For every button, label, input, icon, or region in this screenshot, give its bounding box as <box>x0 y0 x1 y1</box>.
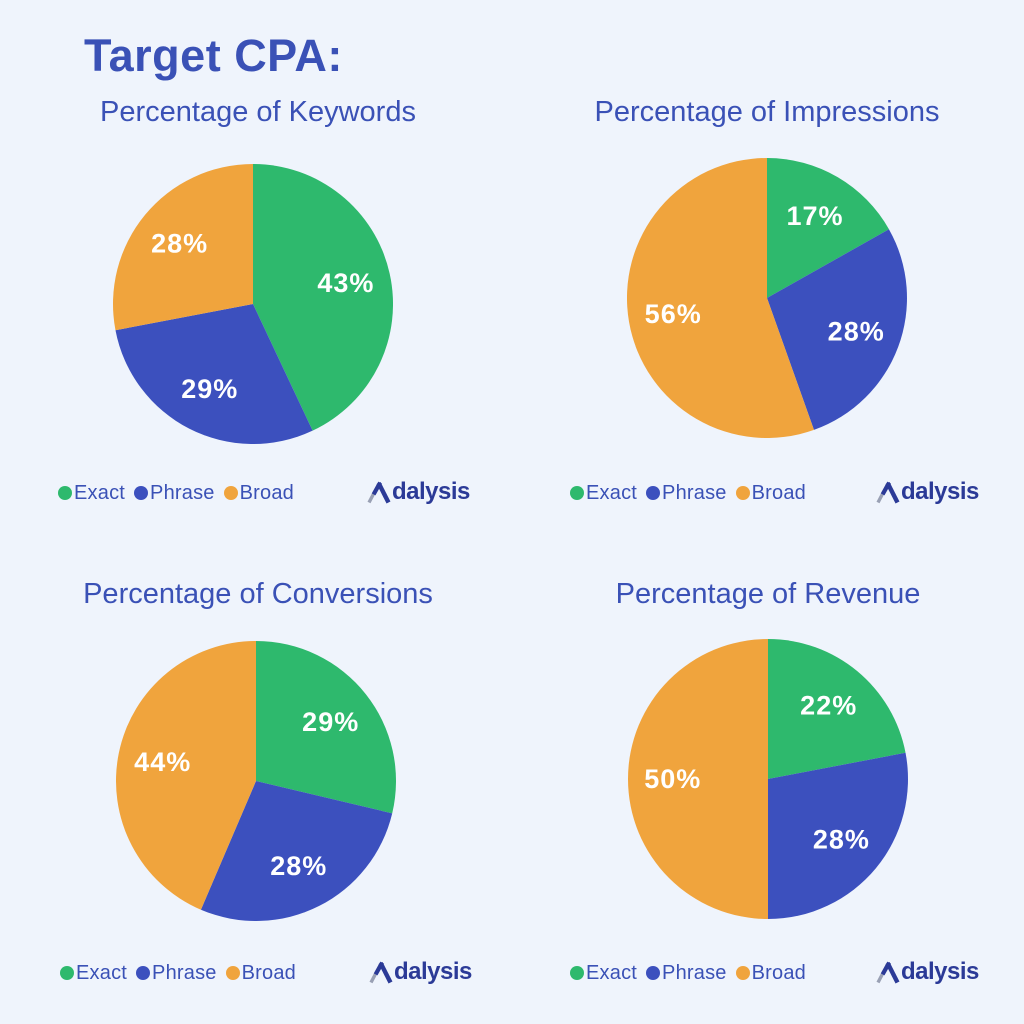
legend-item-label: Broad <box>751 481 806 504</box>
legend-item-label: Exact <box>76 961 128 984</box>
legend-item-phrase: Phrase <box>646 482 727 505</box>
pie-slice-label: 28% <box>813 825 870 855</box>
legend-dot-icon <box>223 486 238 500</box>
pie-slice-label: 56% <box>645 299 702 329</box>
pie-chart-impressions: 17% 28% 56% <box>627 158 907 438</box>
legend-item-broad: Broad <box>735 961 806 985</box>
pie-slice-label: 17% <box>786 201 843 231</box>
pie-slice-label: 29% <box>181 374 238 404</box>
pie-slice-label: 44% <box>134 747 191 777</box>
pie-slice-broad <box>116 641 256 910</box>
legend-item-label: Phrase <box>662 481 727 504</box>
legend-item-phrase: Phrase <box>134 482 215 505</box>
legend-revenue: Exact Phrase Broad <box>570 960 806 986</box>
adalysis-wordmark: dalysis <box>394 958 472 985</box>
legend-item-label: Exact <box>586 961 638 984</box>
pie-chart-keywords: 43% 29% 28% <box>113 164 393 444</box>
legend-item-label: Broad <box>239 481 294 504</box>
adalysis-a-icon <box>876 481 900 504</box>
adalysis-logo: dalysis <box>875 959 979 985</box>
legend-dot-icon <box>570 966 584 980</box>
chart-title-impressions: Percentage of Impressions <box>594 96 940 128</box>
legend-item-exact: Exact <box>570 482 637 505</box>
legend-dot-icon <box>136 966 151 980</box>
legend-dot-icon <box>134 486 149 500</box>
pie-slice-label: 43% <box>317 268 374 298</box>
pie-slice-phrase <box>767 229 907 430</box>
pie-slice-broad <box>628 639 768 919</box>
adalysis-a-icon <box>876 961 900 984</box>
legend-item-label: Broad <box>241 961 296 984</box>
pie-slice-exact <box>768 639 906 779</box>
pie-chart-conversions: 29% 28% 44% <box>116 641 396 921</box>
legend-item-phrase: Phrase <box>136 962 217 985</box>
pie-slice-phrase <box>115 304 313 444</box>
pie-slice-phrase <box>200 781 393 921</box>
legend-item-label: Phrase <box>150 481 215 504</box>
legend-impressions: Exact Phrase Broad <box>570 480 806 506</box>
adalysis-a-icon <box>369 961 393 984</box>
pie-slice-broad <box>113 164 253 331</box>
legend-dot-icon <box>60 966 74 980</box>
pie-slice-broad <box>627 158 814 438</box>
adalysis-logo: dalysis <box>875 479 979 505</box>
page-title: Target CPA: <box>84 30 343 81</box>
chart-title-revenue: Percentage of Revenue <box>615 578 921 610</box>
legend-item-label: Exact <box>74 481 126 504</box>
adalysis-wordmark: dalysis <box>392 478 470 505</box>
legend-item-label: Broad <box>751 961 806 984</box>
pie-slice-exact <box>256 641 396 814</box>
pie-slice-label: 28% <box>270 851 327 881</box>
adalysis-logo: dalysis <box>366 479 470 505</box>
pie-slice-exact <box>253 164 393 431</box>
legend-item-exact: Exact <box>570 962 637 985</box>
adalysis-a-icon <box>367 481 391 504</box>
adalysis-wordmark: dalysis <box>901 478 979 505</box>
legend-item-label: Phrase <box>662 961 727 984</box>
legend-dot-icon <box>735 486 750 500</box>
pie-slice-label: 28% <box>828 316 885 346</box>
legend-item-exact: Exact <box>58 482 125 505</box>
legend-keywords: Exact Phrase Broad <box>58 480 294 506</box>
chart-title-conversions: Percentage of Conversions <box>83 578 433 610</box>
legend-item-broad: Broad <box>225 961 296 985</box>
chart-title-keywords: Percentage of Keywords <box>100 96 416 128</box>
pie-slice-exact <box>767 158 889 298</box>
legend-item-broad: Broad <box>735 481 806 505</box>
pie-slice-label: 29% <box>302 707 359 737</box>
legend-item-label: Phrase <box>152 961 217 984</box>
legend-item-exact: Exact <box>60 962 127 985</box>
pie-chart-revenue: 22% 28% 50% <box>628 639 908 919</box>
pie-slice-label: 22% <box>800 691 857 721</box>
legend-dot-icon <box>646 966 661 980</box>
pie-slice-label: 50% <box>644 764 701 794</box>
legend-dot-icon <box>735 966 750 980</box>
legend-dot-icon <box>570 486 584 500</box>
legend-dot-icon <box>646 486 661 500</box>
legend-dot-icon <box>58 486 72 500</box>
legend-item-label: Exact <box>586 481 638 504</box>
adalysis-wordmark: dalysis <box>901 958 979 985</box>
legend-item-phrase: Phrase <box>646 962 727 985</box>
pie-slice-label: 28% <box>151 228 208 258</box>
adalysis-logo: dalysis <box>368 959 472 985</box>
pie-slice-phrase <box>768 752 908 919</box>
legend-conversions: Exact Phrase Broad <box>60 960 296 986</box>
legend-item-broad: Broad <box>223 481 294 505</box>
legend-dot-icon <box>225 966 240 980</box>
